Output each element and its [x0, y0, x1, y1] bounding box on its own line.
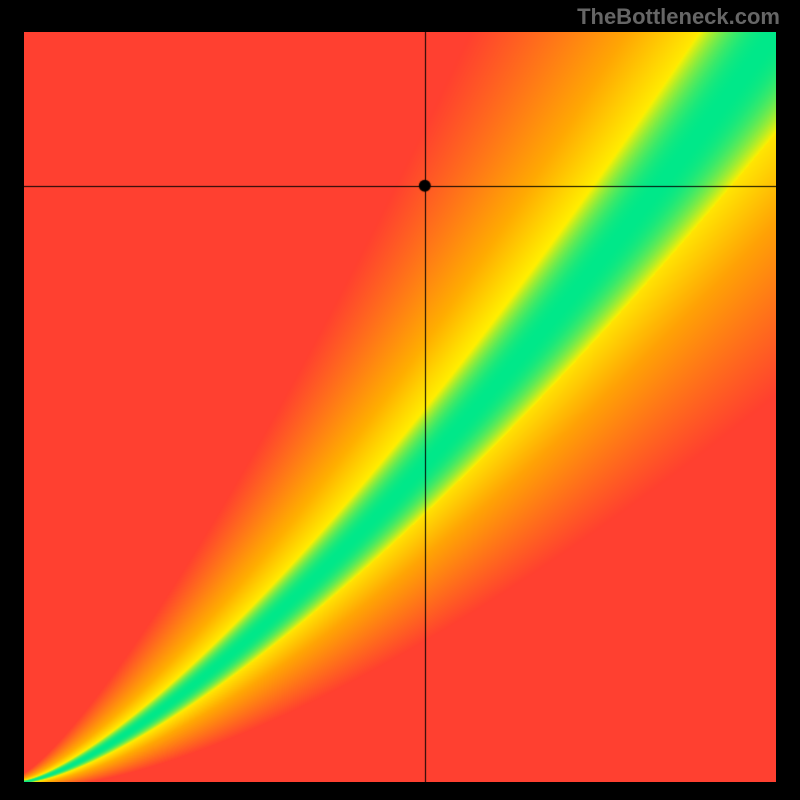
heatmap-canvas: [24, 32, 776, 782]
heatmap-plot: [24, 32, 776, 782]
watermark-text: TheBottleneck.com: [577, 4, 780, 30]
chart-container: TheBottleneck.com: [0, 0, 800, 800]
